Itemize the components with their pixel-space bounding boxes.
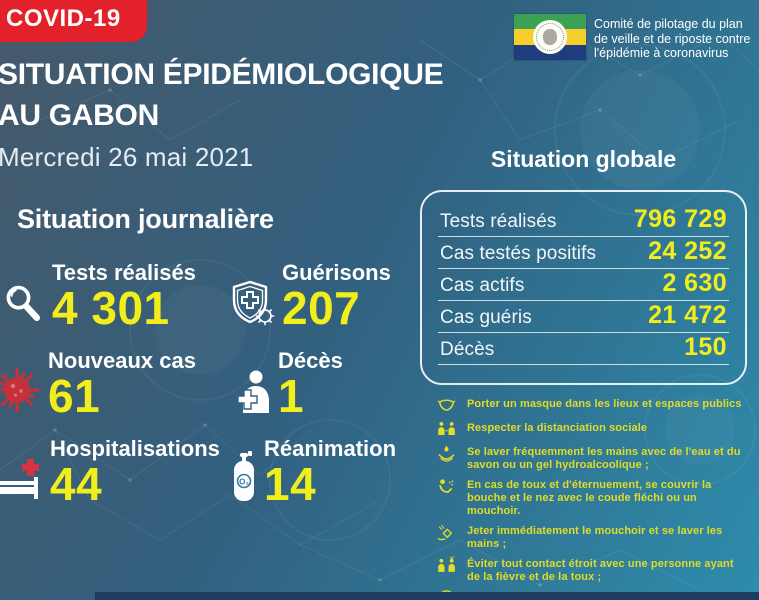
guideline-text: Éviter tout contact étroit avec une pers…	[467, 558, 734, 583]
guideline-item: Porter un masque dans les lieux et espac…	[437, 398, 745, 415]
stat-value: 44	[50, 458, 103, 510]
stat-label: Guérisons	[282, 260, 391, 285]
stat-value: 207	[282, 282, 361, 334]
page-title: SITUATION ÉPIDÉMIOLOGIQUE AU GABON Mercr…	[0, 54, 444, 173]
table-row: Cas testés positifs 24 252	[438, 237, 729, 269]
oxygen-tank-icon: O₂	[230, 447, 258, 503]
guideline-item: Respecter la distanciation sociale	[437, 422, 745, 439]
cough-elbow-icon	[437, 477, 456, 496]
hospital-bed-icon	[0, 455, 44, 503]
gabon-seal-emblem	[543, 29, 557, 45]
title-line-1: SITUATION ÉPIDÉMIOLOGIQUE	[0, 58, 444, 91]
stat-guerisons: Guérisons 207	[228, 260, 391, 334]
title-line-2: AU GABON	[0, 99, 159, 132]
committee-title: Comité de pilotage du plan de veille et …	[594, 17, 750, 61]
stat-label: Hospitalisations	[50, 436, 220, 461]
row-label: Cas guéris	[440, 307, 532, 328]
stat-value: 1	[278, 370, 305, 422]
virus-icon	[0, 365, 42, 415]
row-value: 796 729	[633, 205, 727, 233]
stat-label: Nouveaux cas	[48, 348, 196, 373]
committee-line: l'épidémie à coronavirus	[594, 46, 729, 60]
person-cross-icon	[230, 369, 272, 415]
table-row: Cas actifs 2 630	[438, 269, 729, 301]
prevention-guidelines-list: Porter un masque dans les lieux et espac…	[437, 398, 745, 600]
guideline-text: Porter un masque dans les lieux et espac…	[467, 398, 742, 410]
table-row: Décès 150	[438, 333, 729, 365]
guideline-text: Respecter la distanciation sociale	[467, 422, 648, 434]
stat-tests-realises: Tests réalisés 4 301	[2, 260, 196, 334]
guideline-text: Jeter immédiatement le mouchoir et se la…	[467, 525, 723, 550]
gabon-flag	[514, 14, 586, 60]
stat-deces: Décès 1	[230, 348, 343, 422]
guideline-item: Éviter tout contact étroit avec une pers…	[437, 556, 745, 584]
stat-value: 14	[264, 458, 317, 510]
magnifier-icon	[2, 283, 46, 327]
committee-line: de veille et de riposte contre	[594, 31, 751, 46]
table-row: Cas guéris 21 472	[438, 301, 729, 333]
table-row: Tests réalisés 796 729	[438, 205, 729, 237]
gabon-seal-ring	[536, 23, 564, 51]
row-value: 21 472	[648, 301, 727, 329]
bottom-accent-bar	[95, 592, 759, 600]
row-value: 24 252	[648, 237, 727, 265]
stat-nouveaux-cas: Nouveaux cas 61	[0, 348, 196, 422]
guideline-text: En cas de toux et d'éternuement, se couv…	[467, 479, 712, 517]
stat-label: Tests réalisés	[52, 260, 196, 285]
guideline-text: Se laver fréquemment les mains avec de l…	[467, 446, 741, 471]
svg-text:O₂: O₂	[239, 478, 249, 487]
stat-value: 4 301	[52, 282, 170, 334]
discard-tissue-icon	[437, 523, 456, 542]
covid19-badge-label: COVID-19	[6, 5, 121, 32]
daily-section-heading: Situation journalière	[17, 204, 274, 234]
committee-line: Comité de pilotage du plan	[594, 17, 743, 31]
gabon-seal	[533, 20, 567, 54]
mask-icon	[437, 396, 456, 415]
shield-cross-icon	[228, 279, 276, 327]
global-section-heading: Situation globale	[490, 146, 677, 172]
avoid-contact-icon	[437, 556, 456, 575]
row-label: Tests réalisés	[440, 211, 557, 232]
stat-reanimation: O₂ Réanimation 14	[230, 436, 397, 510]
global-situation-table: Tests réalisés 796 729 Cas testés positi…	[420, 190, 747, 385]
guideline-item: Se laver fréquemment les mains avec de l…	[437, 444, 745, 472]
row-label: Cas testés positifs	[440, 243, 597, 264]
row-value: 150	[684, 333, 727, 361]
row-label: Cas actifs	[440, 275, 525, 296]
stat-hospitalisations: Hospitalisations 44	[0, 436, 220, 510]
covid19-badge: COVID-19	[0, 0, 147, 42]
stat-value: 61	[48, 370, 101, 422]
stat-label: Réanimation	[264, 436, 397, 461]
stat-label: Décès	[278, 348, 343, 373]
social-distance-icon	[437, 420, 456, 439]
row-label: Décès	[440, 339, 495, 360]
guideline-item: En cas de toux et d'éternuement, se couv…	[437, 479, 745, 518]
row-value: 2 630	[662, 269, 727, 297]
guideline-item: Jeter immédiatement le mouchoir et se la…	[437, 523, 745, 551]
report-date: Mercredi 26 mai 2021	[0, 142, 254, 172]
wash-hands-icon	[437, 444, 456, 463]
